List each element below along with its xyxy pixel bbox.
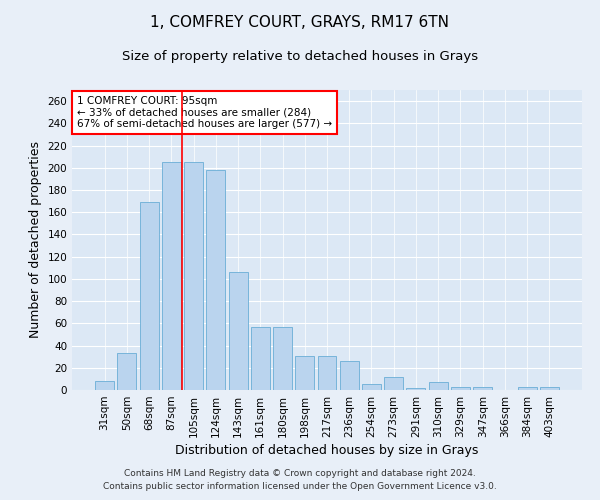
Bar: [184, 162, 203, 390]
Y-axis label: Number of detached properties: Number of detached properties: [29, 142, 42, 338]
Bar: [206, 170, 225, 390]
Bar: [384, 376, 403, 390]
Bar: [317, 356, 337, 390]
Text: 1 COMFREY COURT: 95sqm
← 33% of detached houses are smaller (284)
67% of semi-de: 1 COMFREY COURT: 95sqm ← 33% of detached…: [77, 96, 332, 129]
Bar: [95, 381, 114, 390]
Text: Size of property relative to detached houses in Grays: Size of property relative to detached ho…: [122, 50, 478, 63]
Bar: [540, 386, 559, 390]
Bar: [340, 361, 359, 390]
Bar: [140, 202, 158, 390]
Bar: [229, 272, 248, 390]
Bar: [162, 162, 181, 390]
Bar: [118, 354, 136, 390]
Bar: [295, 356, 314, 390]
Bar: [251, 326, 270, 390]
X-axis label: Distribution of detached houses by size in Grays: Distribution of detached houses by size …: [175, 444, 479, 457]
Bar: [406, 388, 425, 390]
Text: Contains HM Land Registry data © Crown copyright and database right 2024.: Contains HM Land Registry data © Crown c…: [124, 468, 476, 477]
Bar: [429, 382, 448, 390]
Text: Contains public sector information licensed under the Open Government Licence v3: Contains public sector information licen…: [103, 482, 497, 491]
Bar: [451, 386, 470, 390]
Bar: [473, 386, 492, 390]
Bar: [518, 386, 536, 390]
Bar: [273, 326, 292, 390]
Bar: [362, 384, 381, 390]
Text: 1, COMFREY COURT, GRAYS, RM17 6TN: 1, COMFREY COURT, GRAYS, RM17 6TN: [151, 15, 449, 30]
